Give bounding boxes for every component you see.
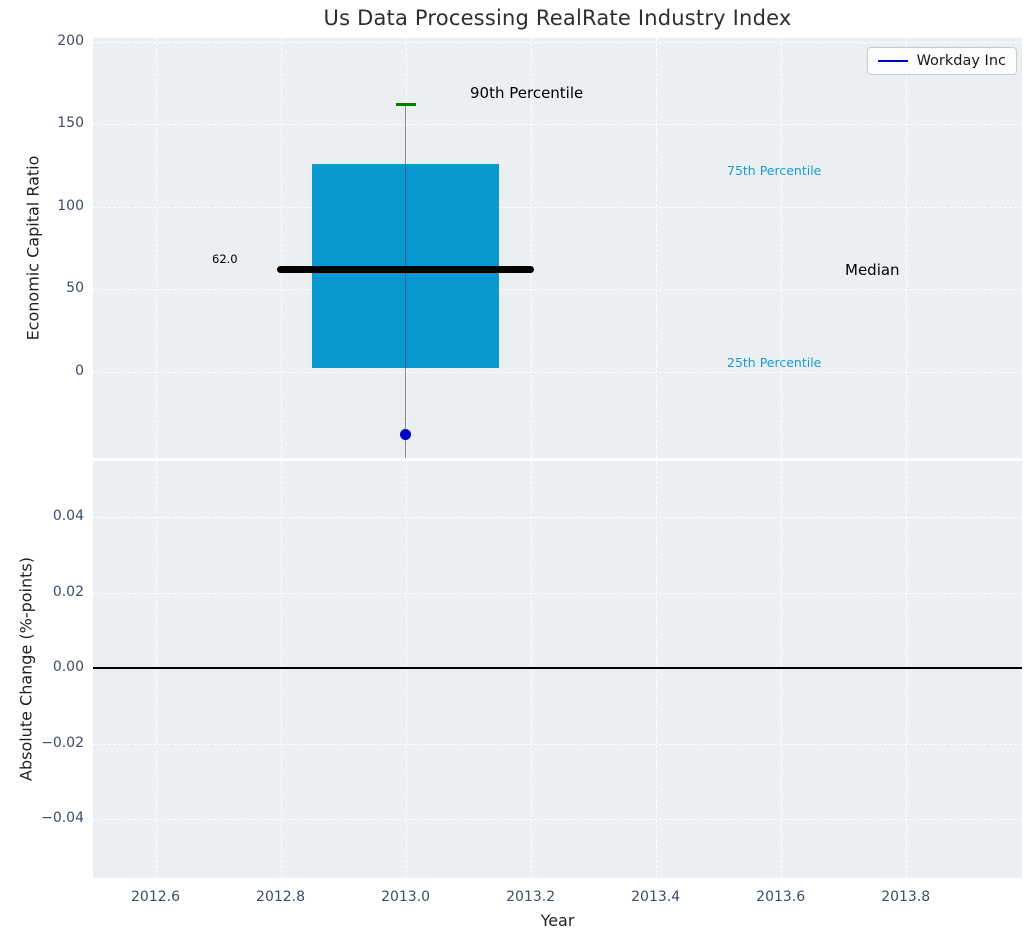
y-tick-label: 200 xyxy=(57,32,84,49)
x-tick-label: 2012.8 xyxy=(256,889,306,905)
y-tick-label: 100 xyxy=(57,197,84,214)
y-tick-label: −0.04 xyxy=(41,810,84,827)
y-tick-label: 50 xyxy=(66,280,84,297)
annotation-75th-percentile: 75th Percentile xyxy=(727,163,822,178)
x-tick-label: 2012.6 xyxy=(131,889,181,905)
gridline-horizontal xyxy=(93,592,1022,594)
gridline-horizontal xyxy=(93,517,1022,519)
y-tick-label: −0.02 xyxy=(41,734,84,751)
median-value-label: 62.0 xyxy=(212,252,238,266)
y-tick-label: 0.04 xyxy=(52,508,84,525)
y-tick-label: 0 xyxy=(75,362,84,379)
gridline-horizontal xyxy=(93,41,1022,43)
x-tick-label: 2013.8 xyxy=(881,889,931,905)
gridline-vertical xyxy=(405,461,407,878)
legend: Workday Inc xyxy=(866,47,1017,75)
gridline-horizontal xyxy=(93,206,1022,208)
gridline-vertical xyxy=(155,461,157,878)
y-axis-label-top: Economic Capital Ratio xyxy=(23,155,43,341)
median-line xyxy=(277,265,534,273)
p90-cap xyxy=(395,103,416,107)
gridline-horizontal xyxy=(93,289,1022,291)
gridline-vertical xyxy=(280,461,282,878)
gridline-vertical xyxy=(655,38,657,458)
gridline-horizontal xyxy=(93,743,1022,745)
gridline-vertical xyxy=(655,461,657,878)
x-tick-label: 2013.6 xyxy=(756,889,806,905)
chart-title: Us Data Processing RealRate Industry Ind… xyxy=(323,6,792,30)
gridline-vertical xyxy=(780,38,782,458)
x-tick-label: 2013.2 xyxy=(506,889,556,905)
legend-label: Workday Inc xyxy=(916,53,1006,69)
zero-line xyxy=(93,667,1022,669)
annotation-25th-percentile: 25th Percentile xyxy=(727,355,822,370)
gridline-horizontal xyxy=(93,124,1022,126)
y-tick-label: 150 xyxy=(57,115,84,132)
workday-point xyxy=(400,428,412,440)
y-tick-label: 0.00 xyxy=(52,659,84,676)
gridline-vertical xyxy=(280,38,282,458)
gridline-horizontal xyxy=(93,819,1022,821)
legend-line-sample xyxy=(877,60,908,62)
gridline-horizontal xyxy=(93,371,1022,373)
x-tick-label: 2013.0 xyxy=(381,889,431,905)
bottom-axes xyxy=(93,461,1022,878)
gridline-vertical xyxy=(530,461,532,878)
x-axis-label: Year xyxy=(540,911,575,930)
gridline-vertical xyxy=(905,461,907,878)
box-whisker-line xyxy=(404,104,407,458)
gridline-vertical xyxy=(780,461,782,878)
x-tick-label: 2013.4 xyxy=(631,889,681,905)
top-axes: 90th Percentile 75th Percentile Median 2… xyxy=(93,38,1022,458)
annotation-median: Median xyxy=(845,261,900,279)
gridline-vertical xyxy=(155,38,157,458)
gridline-vertical xyxy=(530,38,532,458)
annotation-90th-percentile: 90th Percentile xyxy=(470,84,584,102)
y-tick-label: 0.02 xyxy=(52,583,84,600)
gridline-vertical xyxy=(905,38,907,458)
